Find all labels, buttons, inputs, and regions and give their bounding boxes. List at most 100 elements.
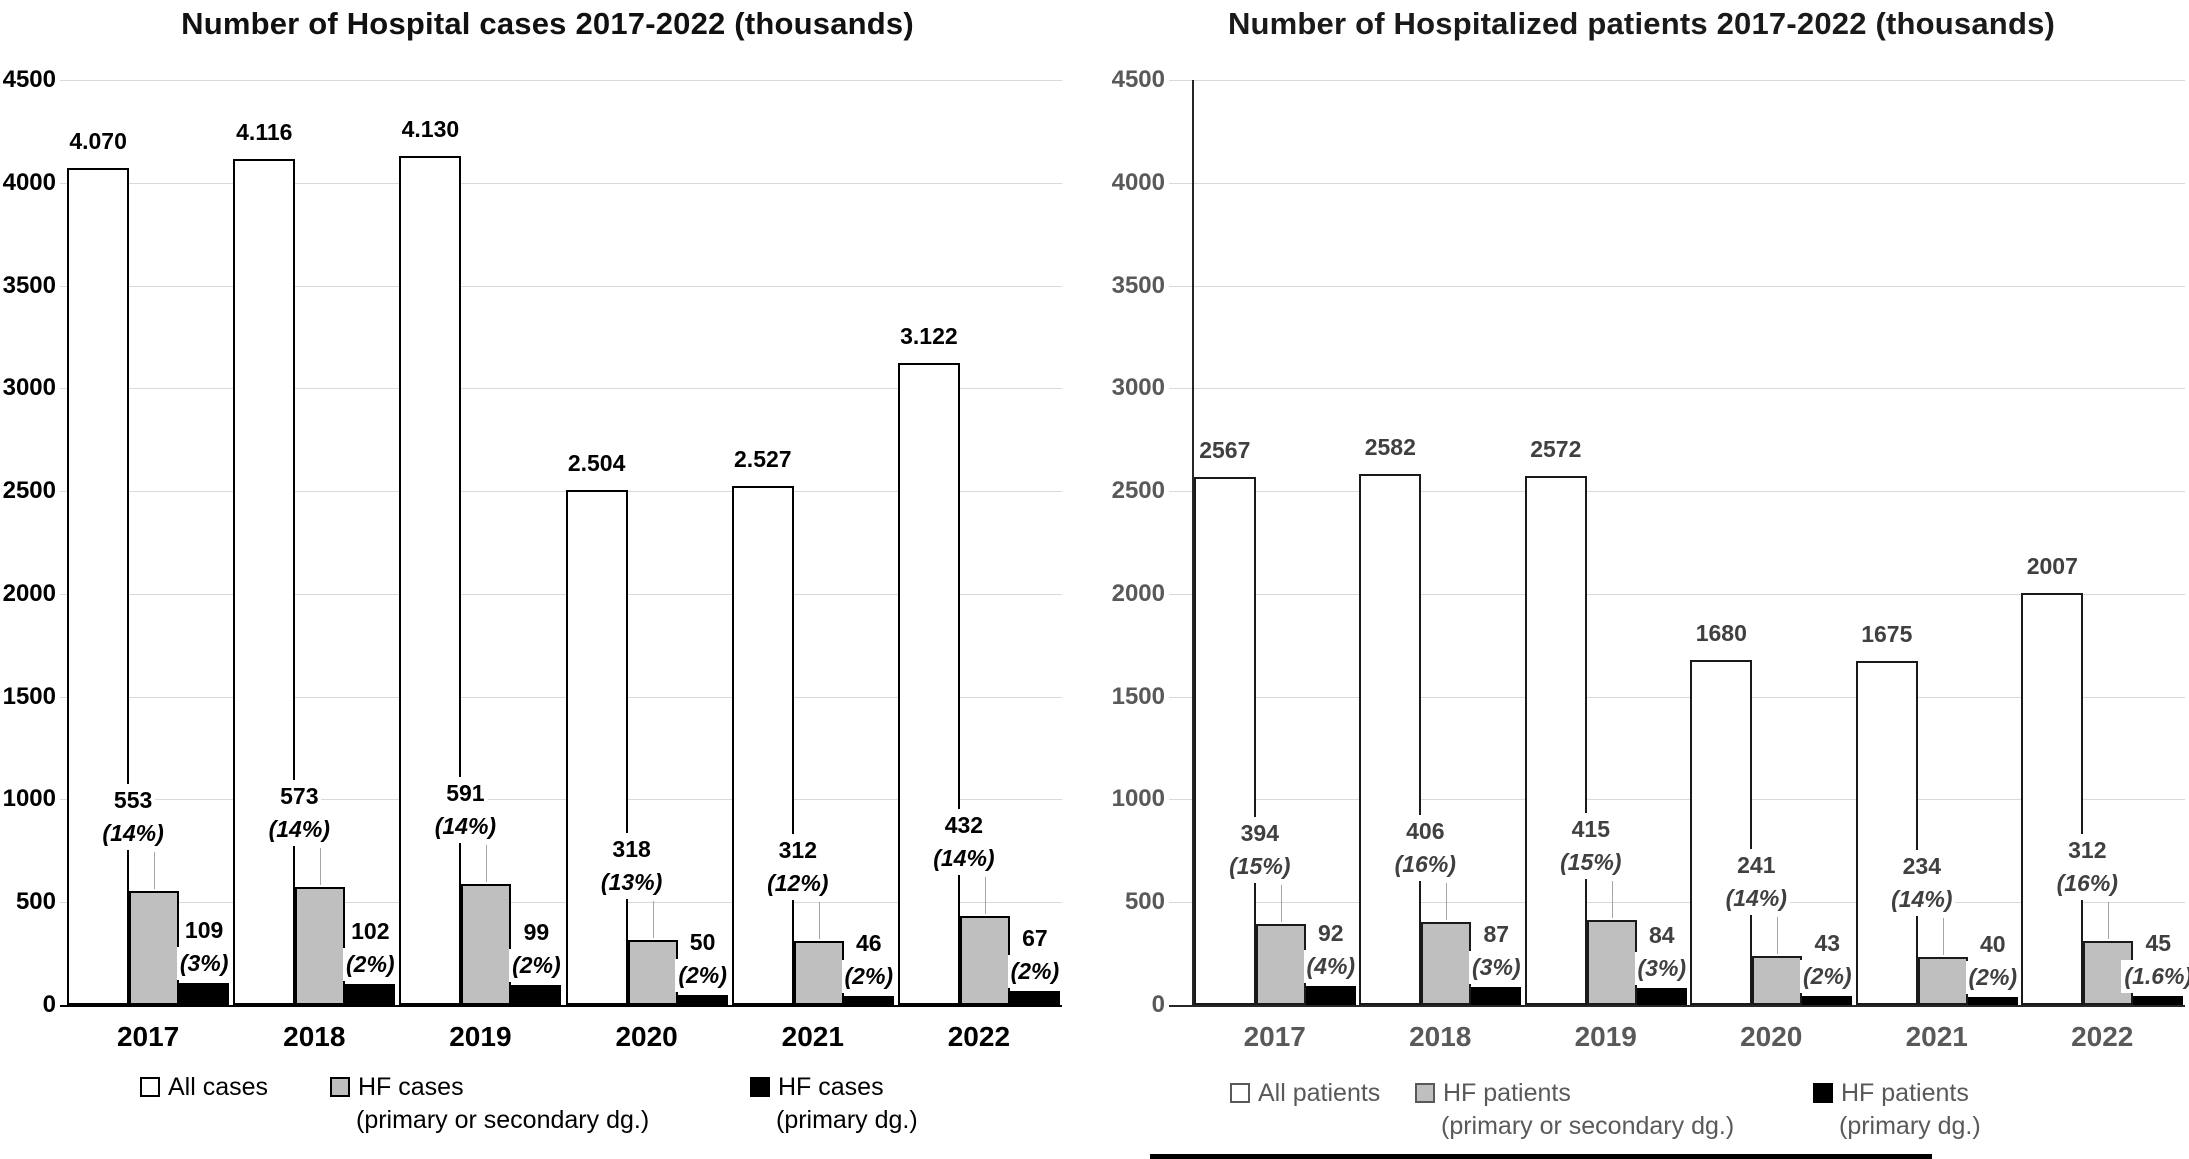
gridline-500	[1169, 902, 2185, 904]
bar-label-hf-2017: 394 (15%)	[1165, 817, 1355, 883]
gridline-2500	[60, 491, 1062, 493]
gridline-3500	[1169, 285, 2185, 287]
y-tick-label: 2500	[1111, 477, 1165, 505]
bar-series2-2020	[1802, 996, 1853, 1005]
bar-label-all-2019: 2572	[1530, 436, 1582, 463]
chart-title-patients: Number of Hospitalized patients 2017-202…	[1227, 6, 2056, 41]
bar-label-hf-2022: 432 (14%)	[869, 809, 1059, 876]
label-leader-2017	[1280, 885, 1282, 922]
legend-swatch-0	[140, 1077, 160, 1097]
bar-series2-2018	[1471, 987, 1522, 1005]
gridline-4000	[1169, 182, 2185, 184]
gridline-3000	[1169, 388, 2185, 390]
bar-label-hf-2019: 415 (15%)	[1496, 812, 1686, 879]
bar-series0-2021	[1855, 660, 1918, 1005]
y-tick-label: 1000	[2, 785, 56, 813]
bar-label-hf-primary-2017: 92 (4%)	[1236, 917, 1426, 984]
bar-series1-2021	[793, 940, 844, 1005]
gridline-3500	[60, 285, 1062, 287]
x-tick-label-2018: 2018	[283, 1021, 346, 1052]
legend-label-1: HF patients	[1443, 1079, 1571, 1107]
bar-series2-2017	[1305, 986, 1356, 1005]
bar-label-hf-2022: 312 (16%)	[1992, 833, 2182, 900]
legend-label-0: All cases	[168, 1073, 269, 1101]
x-axis-line	[60, 1005, 1062, 1007]
gridline-500	[60, 902, 1062, 904]
y-tick-label: 1000	[1111, 785, 1165, 813]
label-leader-2017	[154, 852, 156, 890]
y-tick-label: 3500	[1111, 271, 1165, 299]
bar-label-all-2017: 2567	[1199, 437, 1251, 464]
bar-series2-2021	[843, 995, 894, 1005]
bar-label-all-2019: 4.130	[401, 116, 460, 143]
bar-label-all-2018: 2582	[1364, 434, 1416, 461]
bar-label-hf-primary-2018: 87 (3%)	[1401, 918, 1591, 985]
legend-label-1: HF cases	[358, 1073, 464, 1101]
y-tick-label: 0	[1151, 991, 1165, 1018]
gridline-2000	[1169, 593, 2185, 595]
y-tick-label: 2000	[1111, 579, 1165, 607]
bar-label-hf-primary-2022: 45 (1.6%)	[2063, 926, 2189, 993]
bar-series0-2017	[1193, 477, 1256, 1005]
bar-label-all-2017: 4.070	[69, 128, 127, 155]
chart-title-cases: Number of Hospital cases 2017-2022 (thou…	[181, 6, 914, 41]
bar-label-hf-2021: 234 (14%)	[1827, 849, 2017, 916]
bar-series1-2018	[295, 887, 346, 1005]
legend-item-0: All patients	[1230, 1078, 1380, 1108]
y-tick-label: 1500	[1111, 682, 1165, 710]
bar-label-hf-2021: 312 (12%)	[703, 833, 893, 900]
bar-series2-2021	[1967, 996, 2018, 1005]
x-tick-label-2022: 2022	[947, 1021, 1011, 1052]
y-tick-label: 4000	[1111, 168, 1165, 196]
bar-label-hf-2020: 318 (13%)	[537, 832, 727, 899]
label-leader-2022	[2108, 901, 2110, 939]
bar-series1-2021	[1917, 956, 1968, 1005]
bar-label-hf-primary-2020: 43 (2%)	[1732, 927, 1922, 994]
x-tick-label-2019: 2019	[1574, 1021, 1637, 1052]
label-leader-2021	[1942, 917, 1944, 955]
bar-label-all-2022: 3.122	[900, 323, 958, 350]
bar-label-hf-primary-2020: 50 (2%)	[608, 925, 798, 992]
bar-series0-2020	[565, 490, 628, 1005]
y-tick-label: 500	[15, 888, 56, 916]
x-tick-label-2021: 2021	[781, 1021, 844, 1052]
chart-panel-hospitalized-patients: Number of Hospitalized patients 2017-202…	[1094, 0, 2189, 1159]
label-leader-2018	[1446, 882, 1448, 920]
bar-series2-2019	[511, 984, 562, 1005]
y-tick-label: 2500	[2, 477, 56, 505]
y-tick-label: 0	[42, 991, 56, 1018]
gridline-2500	[1169, 491, 2185, 493]
bar-label-hf-primary-2018: 102 (2%)	[275, 915, 465, 981]
bar-label-all-2020: 1680	[1695, 619, 1747, 646]
gridline-1500	[60, 696, 1062, 698]
bar-series2-2020	[677, 994, 728, 1005]
gridline-1000	[60, 799, 1062, 801]
bar-label-hf-2018: 406 (16%)	[1330, 814, 1520, 881]
bar-series2-2022	[1009, 991, 1060, 1005]
legend-label2-2: (primary dg.)	[776, 1106, 918, 1134]
gridline-1000	[1169, 799, 2185, 801]
label-leader-2018	[320, 848, 322, 886]
x-tick-label-2020: 2020	[1740, 1021, 1803, 1052]
bar-series0-2019	[1524, 476, 1587, 1005]
legend-item-2: HF cases	[750, 1072, 884, 1102]
y-tick-label: 500	[1124, 888, 1165, 916]
legend-item-0: All cases	[140, 1072, 268, 1102]
bar-series0-2021	[731, 485, 794, 1005]
legend-swatch-1	[1415, 1083, 1435, 1103]
x-tick-label-2017: 2017	[116, 1021, 180, 1052]
bar-series2-2022	[2133, 995, 2184, 1006]
x-tick-label-2020: 2020	[615, 1021, 678, 1052]
bar-label-all-2020: 2.504	[567, 450, 626, 477]
gridline-4000	[60, 182, 1062, 184]
bar-series0-2020	[1690, 659, 1753, 1005]
y-tick-label: 4000	[2, 168, 56, 196]
y-tick-label: 3000	[1111, 374, 1165, 402]
label-leader-2019	[486, 844, 488, 882]
y-tick-label: 3500	[2, 271, 56, 299]
bar-label-hf-primary-2021: 40 (2%)	[1898, 927, 2088, 994]
bar-series2-2019	[1636, 987, 1687, 1005]
legend-label2-2: (primary dg.)	[1839, 1112, 1981, 1140]
legend-label-0: All patients	[1258, 1079, 1381, 1107]
